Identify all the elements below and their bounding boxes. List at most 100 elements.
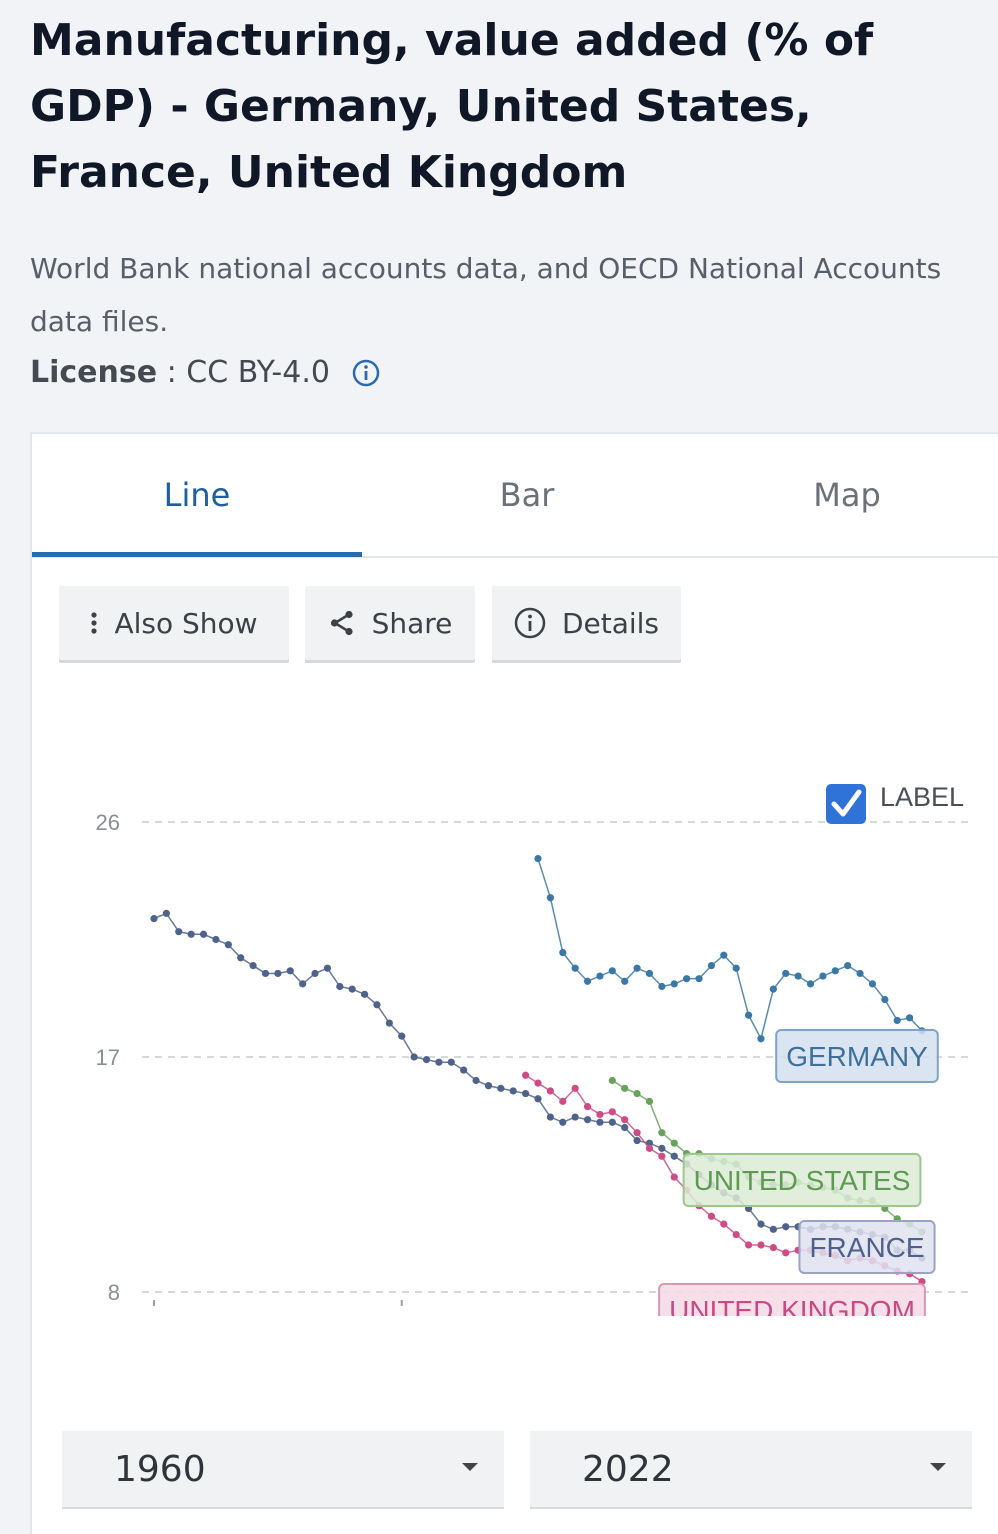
data-point [175,928,183,936]
series-label-layer: GERMANY UNITED STATES FRANCE UNITED KINGDOM [658,1029,939,1316]
info-circle-icon [514,607,546,639]
data-point [633,1136,641,1145]
tab-bar[interactable]: Bar [499,476,555,514]
data-point [695,975,703,983]
data-point [571,1084,579,1092]
series-label-box [775,1029,939,1083]
data-point [398,1032,406,1040]
data-point [571,964,579,972]
data-point [881,995,889,1004]
chart-card: Line Bar Map Also Show Share Details [30,432,998,1534]
data-point [534,1079,542,1087]
data-point [299,980,307,988]
series-label: UNITED STATES [682,1153,922,1207]
series-label-text: UNITED STATES [694,1165,911,1196]
data-point [212,935,220,944]
data-point [769,1244,777,1252]
data-point [744,1011,753,1019]
data-point [645,969,654,978]
license-separator: : [157,355,187,390]
data-point [571,1113,579,1121]
license-label: License [30,355,158,390]
start-year-value: 1960 [114,1448,206,1490]
checkmark-icon [831,789,862,817]
data-point [522,1071,530,1079]
label-toggle[interactable]: LABEL [826,782,964,824]
data-point [757,1035,765,1043]
data-point [782,969,790,978]
data-point [757,1241,765,1249]
data-point [621,1123,629,1132]
also-show-button[interactable]: Also Show [59,586,289,660]
active-tab-indicator [32,552,362,557]
data-point [484,1082,493,1090]
series-label: FRANCE [798,1220,936,1274]
data-point [187,930,195,938]
data-point [633,1089,641,1098]
data-point [360,990,369,998]
end-year-select[interactable]: 2022 [530,1431,972,1507]
data-point [162,909,170,917]
data-point [732,964,740,972]
series-label-box [682,1153,922,1207]
data-point [261,969,270,978]
data-point [199,930,208,938]
data-point [559,1097,567,1105]
tab-line[interactable]: Line [163,476,231,514]
license-line: License : CC BY-4.0 [30,355,380,390]
data-point [435,1058,443,1066]
license-value: CC BY-4.0 [186,355,330,390]
data-point [670,1173,678,1181]
data-point [249,962,257,970]
data-point [732,1230,740,1239]
data-point [769,985,777,993]
share-icon [330,610,353,636]
tab-map[interactable]: Map [813,476,881,514]
info-icon[interactable] [352,359,380,387]
data-point [670,1152,678,1160]
data-point [447,1058,455,1066]
series-label: UNITED KINGDOM [658,1283,926,1316]
series-label-text: GERMANY [786,1041,928,1072]
data-point [633,964,641,972]
data-point [658,1129,666,1137]
data-point [645,1144,654,1152]
series-label: GERMANY [775,1029,939,1083]
series-line [537,858,923,1041]
y-tick-label: 8 [108,1280,120,1305]
label-toggle-text: LABEL [880,782,964,812]
data-point [583,1116,592,1124]
data-point [782,1249,790,1257]
chart-tabs: Line Bar Map [32,434,998,558]
data-point [893,1016,901,1025]
source-note: World Bank national accounts data, and O… [30,252,942,338]
data-point [373,1001,381,1009]
details-button[interactable]: Details [492,586,681,660]
data-point [658,982,666,991]
data-point [534,854,542,863]
data-point [311,969,319,978]
data-point [534,1095,542,1103]
data-point [336,982,344,991]
chevron-down-icon [462,1463,478,1471]
data-point [658,1152,666,1160]
start-year-select[interactable]: 1960 [62,1431,504,1507]
also-show-label: Also Show [114,606,258,640]
data-point [707,1212,716,1220]
y-tick-label: 17 [96,1045,120,1070]
share-button[interactable]: Share [305,586,475,660]
share-label: Share [371,606,453,640]
data-point [348,985,356,993]
data-point [608,967,616,975]
data-point [224,941,232,949]
details-label: Details [561,606,660,640]
data-point [274,969,282,978]
chevron-down-icon [930,1463,946,1471]
data-point [608,1076,616,1085]
data-point [707,962,716,970]
data-point [422,1056,431,1064]
series-label-box [658,1283,926,1316]
data-point [559,948,567,957]
data-point [645,1097,654,1105]
data-point [794,972,802,980]
